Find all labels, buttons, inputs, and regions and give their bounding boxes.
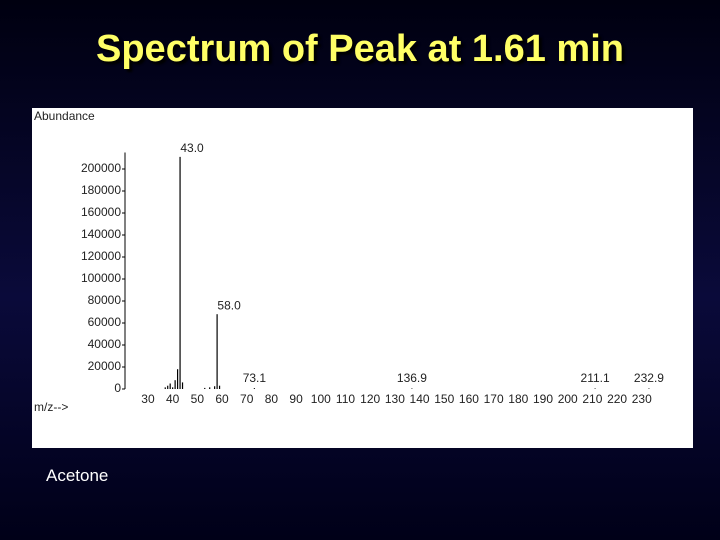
x-tick-label: 90 — [289, 392, 303, 406]
slide-title: Spectrum of Peak at 1.61 min — [96, 28, 624, 70]
x-tick-label: 190 — [533, 392, 553, 406]
y-tick-label: 60000 — [88, 315, 122, 329]
y-tick-label: 20000 — [88, 359, 122, 373]
peak-label: 58.0 — [217, 298, 241, 312]
x-tick-label: 40 — [166, 392, 180, 406]
x-tick-label: 200 — [558, 392, 578, 406]
x-tick-label: 80 — [265, 392, 279, 406]
chart: Abundance m/z--> 0 20000 40000 60000 80000 10… — [34, 109, 664, 414]
x-tick-label: 220 — [607, 392, 627, 406]
x-tick-label: 60 — [215, 392, 229, 406]
y-tick-label: 160000 — [81, 205, 121, 219]
peak-label: 73.1 — [243, 371, 267, 385]
y-tick-label: 40000 — [88, 337, 122, 351]
x-tick-label: 180 — [508, 392, 528, 406]
y-axis-label: Abundance — [34, 109, 95, 123]
x-tick-label: 110 — [336, 392, 355, 406]
x-tick-label: 130 — [385, 392, 405, 406]
x-tick-label: 50 — [191, 392, 205, 406]
x-tick-label: 120 — [360, 392, 380, 406]
y-tick-label: 140000 — [81, 227, 121, 241]
x-tick-label: 170 — [484, 392, 504, 406]
y-tick-label: 180000 — [81, 183, 121, 197]
y-tick-label: 120000 — [81, 249, 121, 263]
x-tick-label: 100 — [311, 392, 331, 406]
peak-label: 232.9 — [634, 371, 664, 385]
y-tick-label: 100000 — [81, 271, 121, 285]
peak-label: 211.1 — [581, 371, 610, 385]
x-tick-label: 160 — [459, 392, 479, 406]
x-tick-label: 70 — [240, 392, 254, 406]
x-axis-label: m/z--> — [34, 400, 68, 414]
chart-panel: Abundance m/z--> 0 20000 40000 60000 80000 10… — [32, 108, 693, 448]
caption: Acetone — [46, 466, 109, 485]
x-tick-label: 150 — [434, 392, 454, 406]
x-tick-label: 230 — [632, 392, 652, 406]
x-tick-label: 140 — [410, 392, 430, 406]
y-tick-label: 200000 — [81, 161, 121, 175]
y-tick-label: 80000 — [88, 293, 122, 307]
x-tick-label: 30 — [141, 392, 155, 406]
peak-label: 43.0 — [180, 141, 204, 155]
peak-label: 136.9 — [397, 371, 427, 385]
x-tick-label: 210 — [582, 392, 602, 406]
y-tick-label: 0 — [114, 381, 121, 395]
